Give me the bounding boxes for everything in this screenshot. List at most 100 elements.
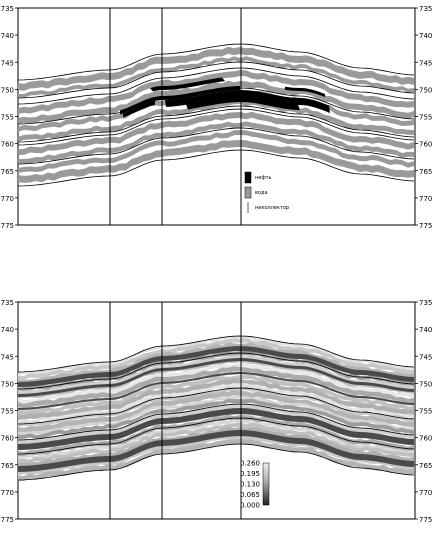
property-band bbox=[18, 390, 414, 433]
water-band bbox=[18, 56, 414, 98]
water-band bbox=[18, 121, 414, 164]
oil-lens bbox=[185, 94, 300, 110]
horizon-line bbox=[18, 443, 415, 481]
legend-label: вода bbox=[255, 190, 268, 196]
horizon-line bbox=[18, 417, 415, 455]
water-band bbox=[18, 140, 414, 183]
dark-band bbox=[18, 372, 414, 410]
tick-label: 765 bbox=[419, 168, 432, 176]
water-band bbox=[18, 46, 414, 91]
legend-label: неколлектор bbox=[255, 205, 289, 211]
tick-label: 740 bbox=[419, 326, 432, 334]
facies-layers bbox=[18, 43, 415, 187]
tick-label: 765 bbox=[1, 168, 14, 176]
horizon-line bbox=[18, 149, 415, 187]
tick-label: 760 bbox=[419, 141, 432, 149]
dark-band bbox=[18, 408, 414, 450]
tick-label: 760 bbox=[419, 435, 432, 443]
property-panel: 735 740 745 750 755 760 765 770 775 735 740 745 750… bbox=[1, 299, 432, 524]
property-band bbox=[18, 355, 414, 396]
property-layers bbox=[18, 335, 415, 481]
tick-label: 770 bbox=[1, 195, 14, 203]
depth-axis-left: 735 740 745 750 755 760 765 770 775 bbox=[1, 299, 18, 524]
tick-label: 750 bbox=[419, 380, 432, 388]
property-band bbox=[18, 374, 414, 415]
oil-lens bbox=[123, 100, 155, 118]
tick-label: 735 bbox=[419, 299, 432, 307]
water-band bbox=[18, 99, 414, 142]
tick-label: 745 bbox=[1, 59, 14, 67]
property-band bbox=[18, 335, 414, 376]
dark-band bbox=[18, 358, 414, 397]
tick-label: 775 bbox=[1, 222, 14, 230]
tick-label: 735 bbox=[1, 299, 14, 307]
facies-panel: 735 740 745 750 755 760 765 770 775 735 740 745 750… bbox=[1, 5, 432, 230]
water-band bbox=[18, 130, 414, 173]
property-band bbox=[18, 378, 414, 420]
tick-label: 770 bbox=[419, 195, 432, 203]
legend-swatch bbox=[244, 186, 252, 199]
horizon-line bbox=[18, 108, 415, 146]
property-band bbox=[18, 362, 414, 404]
tick-label: 755 bbox=[1, 114, 14, 122]
horizon-line bbox=[18, 67, 415, 105]
horizon-line bbox=[18, 43, 415, 81]
tick-label: 760 bbox=[1, 141, 14, 149]
tick-label: 755 bbox=[1, 408, 14, 416]
tick-label: 735 bbox=[1, 5, 14, 13]
well-lines bbox=[109, 8, 242, 225]
tick-label: 775 bbox=[419, 222, 432, 230]
tick-label: 745 bbox=[419, 353, 432, 361]
colorbar-label: 0.195 bbox=[240, 470, 260, 478]
horizon-line bbox=[18, 61, 415, 99]
water-band bbox=[18, 111, 414, 155]
water-band bbox=[18, 70, 414, 114]
facies-legend: нефть вода неколлектор bbox=[244, 171, 289, 213]
tick-label: 735 bbox=[419, 5, 432, 13]
tick-label: 775 bbox=[419, 516, 432, 524]
tick-label: 775 bbox=[1, 516, 14, 524]
well-lines bbox=[109, 302, 242, 519]
depth-axis-right: 735 740 745 750 755 760 765 770 775 bbox=[415, 299, 432, 524]
horizon-line bbox=[18, 127, 415, 165]
tick-label: 740 bbox=[1, 326, 14, 334]
tick-label: 755 bbox=[419, 408, 432, 416]
horizon-line bbox=[18, 403, 415, 441]
oil-lens bbox=[165, 90, 330, 113]
property-band bbox=[18, 342, 414, 385]
oil-lens bbox=[120, 86, 240, 115]
tick-label: 765 bbox=[1, 462, 14, 470]
tick-label: 750 bbox=[1, 380, 14, 388]
dark-band bbox=[18, 430, 414, 472]
tick-label: 750 bbox=[419, 86, 432, 94]
property-band bbox=[18, 351, 414, 392]
oil-lens bbox=[285, 86, 325, 97]
legend-label: нефть bbox=[255, 175, 272, 181]
tick-label: 770 bbox=[1, 489, 14, 497]
tick-label: 755 bbox=[419, 114, 432, 122]
legend-swatch bbox=[244, 171, 252, 184]
tick-label: 750 bbox=[1, 86, 14, 94]
horizon-line bbox=[18, 335, 415, 373]
colorbar-label: 0.130 bbox=[240, 481, 260, 489]
oil-lens bbox=[150, 77, 225, 92]
property-band bbox=[18, 338, 414, 380]
horizon-line bbox=[18, 105, 415, 143]
tick-label: 760 bbox=[1, 435, 14, 443]
property-band bbox=[18, 398, 414, 439]
tick-label: 765 bbox=[419, 462, 432, 470]
depth-axis-right: 735 740 745 750 755 760 765 770 775 bbox=[415, 5, 432, 230]
colorbar-scale bbox=[262, 462, 270, 506]
horizon-line bbox=[18, 387, 415, 425]
colorbar-label: 0.000 bbox=[240, 502, 260, 510]
horizon-line bbox=[18, 352, 415, 390]
tick-label: 745 bbox=[419, 59, 432, 67]
depth-axis-left: 735 740 745 750 755 760 765 770 775 bbox=[1, 5, 18, 230]
tick-label: 740 bbox=[419, 32, 432, 40]
colorbar-label: 0.260 bbox=[240, 460, 260, 468]
tick-label: 740 bbox=[1, 32, 14, 40]
horizon-line bbox=[18, 87, 415, 125]
property-band bbox=[18, 422, 414, 464]
